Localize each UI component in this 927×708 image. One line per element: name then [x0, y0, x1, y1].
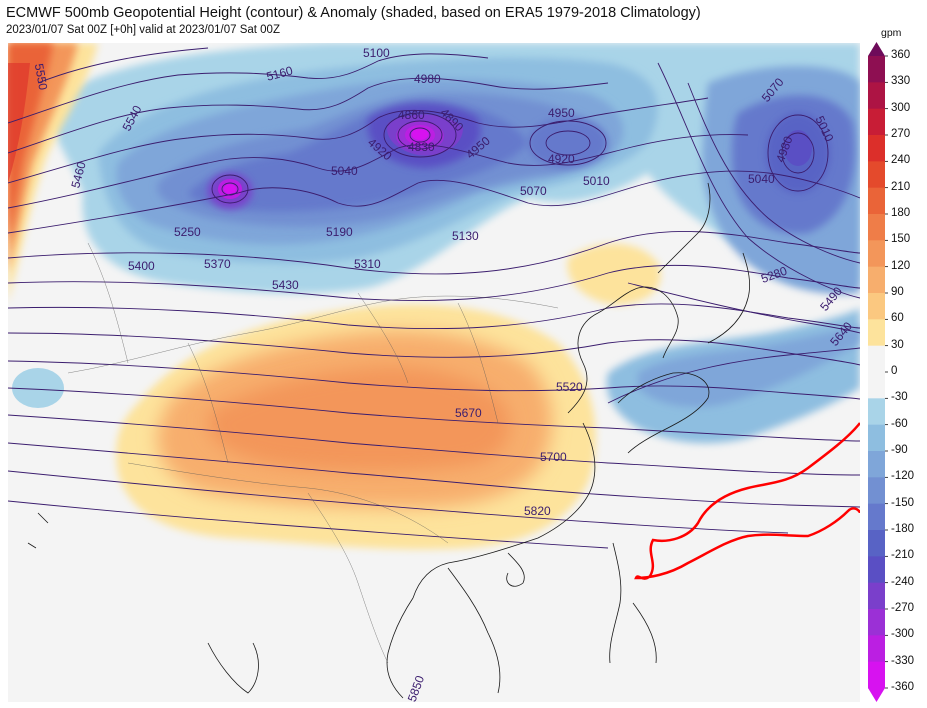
- contour-label: 4830: [408, 140, 435, 154]
- red-contour-line: [634, 422, 860, 580]
- colorbar-unit: gpm: [881, 27, 902, 39]
- contour-label: 5700: [540, 450, 567, 464]
- colorbar-cell: [868, 345, 885, 373]
- contour-label: 5160: [265, 63, 295, 84]
- colorbar-tick-label: 210: [891, 180, 911, 193]
- contour-label: 5550: [32, 62, 50, 91]
- map-panel: 5550 5540 5460 5160 5100 4980 4860 4890 …: [8, 43, 860, 702]
- colorbar-cell: [868, 108, 885, 136]
- colorbar-cell: [868, 56, 885, 83]
- map-subtitle: 2023/01/07 Sat 00Z [+0h] valid at 2023/0…: [6, 24, 280, 36]
- colorbar-cell: [868, 477, 885, 505]
- contour-label: 5190: [326, 225, 353, 239]
- colorbar-tick-label: -60: [891, 417, 908, 430]
- colorbar-tick-label: 270: [891, 128, 911, 140]
- colorbar-cell: [868, 240, 885, 268]
- contour-label: 5520: [556, 380, 583, 394]
- contour-label: 5070: [520, 184, 547, 198]
- colorbar-tick-label: 150: [891, 233, 911, 246]
- colorbar-cell: [868, 266, 885, 294]
- colorbar-cell: [868, 372, 885, 399]
- colorbar-cell: [868, 161, 885, 189]
- colorbar-tick-label: -30: [891, 391, 908, 404]
- colorbar-tick-label: -90: [891, 444, 908, 456]
- colorbar-tick-label: -120: [891, 470, 915, 483]
- coastlines: [27, 182, 751, 699]
- map-canvas: 5550 5540 5460 5160 5100 4980 4860 4890 …: [8, 43, 860, 702]
- colorbar-tick-label: -360: [891, 681, 915, 693]
- colorbar-tick-label: -270: [891, 602, 915, 614]
- contour-lines: [8, 47, 860, 549]
- contour-label: 5250: [174, 225, 201, 239]
- contour-label: 5040: [748, 172, 775, 186]
- contour-label: 5370: [204, 257, 231, 271]
- contour-label: 4920: [548, 152, 575, 166]
- colorbar-tick-label: -240: [891, 575, 915, 588]
- colorbar-cell: [868, 530, 885, 557]
- contour-label: 5130: [452, 229, 479, 243]
- contour-label: 5310: [354, 257, 381, 271]
- contour-label: 5040: [331, 164, 358, 178]
- colorbar-cell: [868, 135, 885, 162]
- contour-label: 4950: [548, 106, 575, 120]
- colorbar-tick-label: 240: [891, 154, 911, 167]
- colorbar-tick-label: 30: [891, 338, 904, 351]
- colorbar: [868, 42, 888, 702]
- colorbar-cell: [868, 293, 885, 320]
- contour-label: 4860: [398, 108, 425, 122]
- colorbar-tick-label: -300: [891, 628, 915, 641]
- contour-label: 4980: [414, 72, 441, 86]
- colorbar-tick-label: -330: [891, 654, 915, 667]
- colorbar-cell: [868, 635, 885, 663]
- colorbar-tick-label: 120: [891, 259, 911, 272]
- colorbar-tick-label: 180: [891, 207, 911, 219]
- contour-value-labels: 5550 5540 5460 5160 5100 4980 4860 4890 …: [32, 46, 855, 702]
- colorbar-cell: [868, 556, 885, 584]
- colorbar-cell: [868, 214, 885, 241]
- positive-anomaly-field: [8, 43, 661, 550]
- colorbar-cell: [868, 582, 885, 610]
- colorbar-tick-label: -180: [891, 523, 915, 535]
- colorbar-tick-label: -210: [891, 549, 915, 562]
- colorbar-tick-label: 60: [891, 312, 904, 325]
- colorbar-tick-label: 90: [891, 286, 904, 298]
- map-title: ECMWF 500mb Geopotential Height (contour…: [6, 5, 701, 21]
- colorbar-cell: [868, 503, 885, 531]
- colorbar-bottom-arrow: [868, 688, 885, 702]
- colorbar-cell: [868, 82, 885, 110]
- colorbar-tick-label: 360: [891, 49, 911, 61]
- contour-label: 5100: [363, 46, 390, 60]
- colorbar-cell: [868, 187, 885, 215]
- colorbar-cell: [868, 609, 885, 636]
- colorbar-tick-label: 300: [891, 101, 911, 114]
- contour-label: 5400: [128, 259, 155, 273]
- colorbar-cell: [868, 424, 885, 452]
- colorbar-top-arrow: [868, 42, 885, 56]
- colorbar-cells: [868, 42, 888, 702]
- colorbar-cell: [868, 319, 885, 347]
- contour-label: 5820: [524, 504, 551, 518]
- colorbar-tick-label: 0: [891, 365, 898, 377]
- country-borders: [67, 242, 559, 664]
- colorbar-cell: [868, 451, 885, 478]
- contour-label: 5460: [68, 160, 89, 190]
- colorbar-tick-label: -150: [891, 496, 915, 509]
- colorbar-cell: [868, 661, 885, 689]
- contour-label: 5430: [272, 278, 299, 292]
- contour-label: 5010: [583, 174, 610, 188]
- colorbar-tick-label: 330: [891, 75, 911, 88]
- contour-label: 5670: [455, 406, 482, 420]
- colorbar-cell: [868, 398, 885, 426]
